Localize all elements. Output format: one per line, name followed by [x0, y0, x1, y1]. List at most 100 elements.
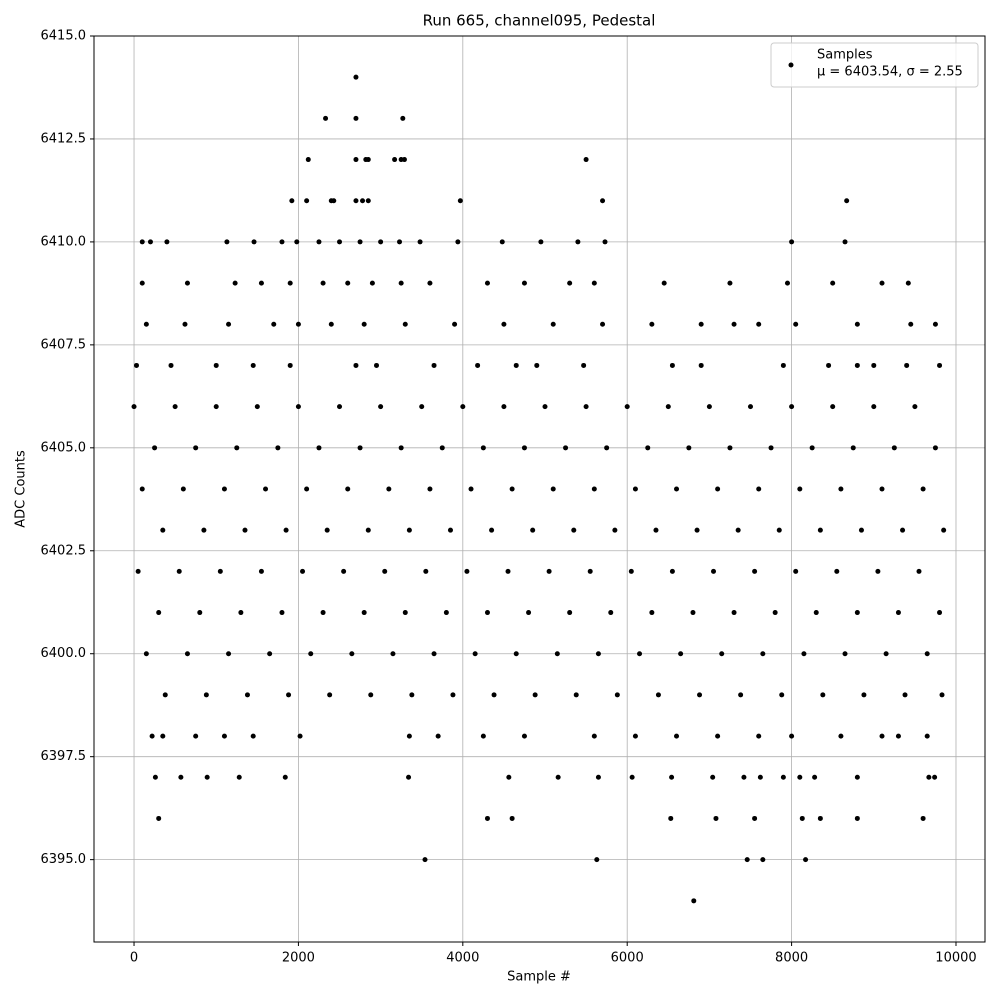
data-point [920, 815, 926, 821]
data-point [567, 280, 573, 286]
data-point [304, 198, 310, 204]
data-point [251, 239, 257, 245]
data-point [854, 774, 860, 780]
data-point [879, 486, 885, 492]
data-point [912, 404, 918, 410]
data-point [932, 774, 938, 780]
data-point [602, 239, 608, 245]
data-point [427, 280, 433, 286]
data-point [139, 280, 145, 286]
plot-frame [93, 35, 986, 943]
data-point [400, 115, 406, 121]
data-point [431, 651, 437, 657]
data-point [489, 527, 495, 533]
data-point [752, 815, 758, 821]
data-point [226, 651, 232, 657]
x-tick-label: 10000 [935, 951, 976, 966]
data-point [875, 568, 881, 574]
data-point [902, 692, 908, 698]
data-point [135, 568, 141, 574]
data-point [139, 486, 145, 492]
data-point [324, 527, 330, 533]
data-point [669, 568, 675, 574]
data-point [353, 115, 359, 121]
data-point [895, 610, 901, 616]
data-point [668, 815, 674, 821]
data-point [131, 404, 137, 410]
data-point [838, 486, 844, 492]
data-point [595, 774, 601, 780]
data-point [328, 321, 334, 327]
data-point [406, 733, 412, 739]
data-point [345, 280, 351, 286]
data-point [457, 198, 463, 204]
data-point [242, 527, 248, 533]
data-point [779, 692, 785, 698]
data-point [637, 651, 643, 657]
data-point [789, 733, 795, 739]
data-point [854, 362, 860, 368]
data-point [830, 280, 836, 286]
data-point [583, 404, 589, 410]
data-point [386, 486, 392, 492]
data-point [331, 198, 337, 204]
y-tick-label: 6412.5 [41, 131, 87, 146]
data-point [164, 239, 170, 245]
y-tick-label: 6397.5 [41, 749, 87, 764]
data-point [820, 692, 826, 698]
data-point [591, 733, 597, 739]
data-point [279, 239, 285, 245]
data-point [632, 733, 638, 739]
data-point [402, 321, 408, 327]
data-point [275, 445, 281, 451]
data-point [854, 815, 860, 821]
data-point [143, 651, 149, 657]
data-point [501, 404, 507, 410]
data-point [184, 651, 190, 657]
data-point [365, 527, 371, 533]
data-point [156, 815, 162, 821]
data-point [160, 527, 166, 533]
data-point [484, 280, 490, 286]
data-point [180, 486, 186, 492]
data-point [813, 610, 819, 616]
data-point [133, 362, 139, 368]
data-point [337, 404, 343, 410]
data-point [711, 568, 717, 574]
data-point [156, 610, 162, 616]
data-point [563, 445, 569, 451]
data-point [571, 527, 577, 533]
data-point [368, 692, 374, 698]
data-point [295, 404, 301, 410]
y-tick-label: 6415.0 [41, 29, 87, 44]
data-point [924, 651, 930, 657]
data-point [337, 239, 343, 245]
data-point [608, 610, 614, 616]
data-point [160, 733, 166, 739]
y-tick-label: 6400.0 [41, 646, 87, 661]
data-point [799, 815, 805, 821]
data-point [287, 362, 293, 368]
data-point [353, 198, 359, 204]
x-tick-label: 6000 [611, 951, 644, 966]
data-point [614, 692, 620, 698]
data-point [776, 527, 782, 533]
data-point [392, 157, 398, 163]
data-point [305, 157, 311, 163]
data-point [176, 568, 182, 574]
data-point [678, 651, 684, 657]
y-tick-label: 6407.5 [41, 337, 87, 352]
data-point [513, 362, 519, 368]
data-point [583, 157, 589, 163]
data-point [706, 404, 712, 410]
data-point [221, 733, 227, 739]
data-point [327, 692, 333, 698]
data-point [932, 445, 938, 451]
data-point [213, 404, 219, 410]
data-point [349, 651, 355, 657]
y-tick-label: 6405.0 [41, 440, 87, 455]
data-point [674, 486, 680, 492]
data-point [378, 404, 384, 410]
data-point [655, 692, 661, 698]
data-point [521, 280, 527, 286]
